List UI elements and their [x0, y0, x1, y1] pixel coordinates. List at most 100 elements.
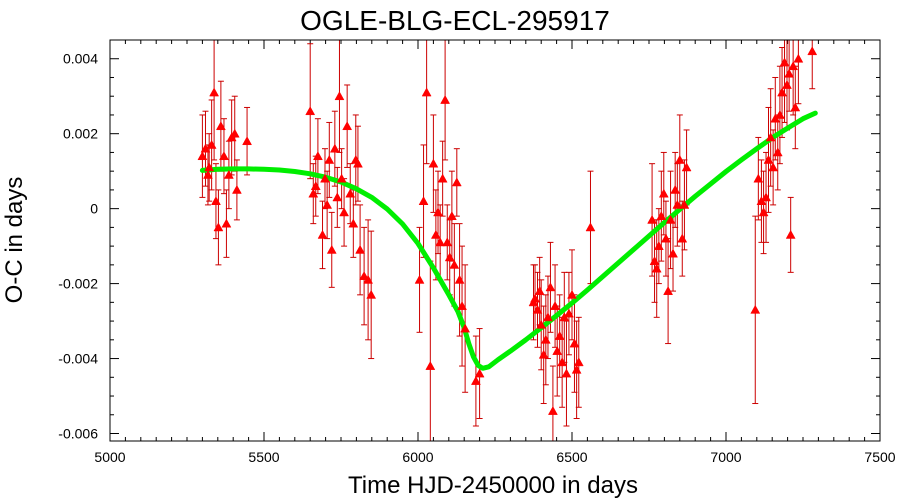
axis-tick-labels: 5000 5500 6000 6500 7000 7500 0.004 0.002 0 -0.00… [58, 51, 895, 465]
x-tick-label: 5500 [248, 449, 279, 465]
data-point [204, 162, 215, 172]
data-point [332, 192, 343, 202]
data-point [768, 162, 779, 172]
data-point [784, 68, 795, 78]
data-point [765, 132, 776, 142]
data-point [585, 222, 596, 232]
x-tick-label: 7000 [710, 449, 741, 465]
data-point [322, 199, 333, 209]
data-point [211, 196, 221, 205]
data-point [428, 158, 439, 168]
y-tick-label: 0 [90, 201, 98, 217]
data-point [449, 259, 460, 269]
data-point [457, 301, 467, 310]
data-point [414, 274, 425, 284]
y-axis-label: O-C in days [1, 177, 28, 304]
data-point [310, 181, 321, 191]
data-point [790, 102, 801, 112]
data-point [536, 319, 547, 329]
data-point [540, 334, 551, 344]
plot-frame [109, 39, 881, 442]
data-point [807, 46, 818, 56]
data-point [557, 357, 568, 367]
data-point [543, 312, 553, 322]
fit-curve-layer [199, 110, 818, 371]
data-point [421, 87, 432, 97]
data-point [221, 218, 232, 228]
data-point [530, 293, 540, 303]
data-point [674, 154, 685, 164]
data-point [679, 199, 690, 209]
fit-curve [199, 110, 818, 371]
data-point [329, 143, 340, 153]
data-point [668, 248, 678, 258]
data-point [561, 368, 572, 378]
data-point [223, 169, 234, 179]
data-point [656, 211, 667, 220]
data-point [779, 57, 790, 67]
data-point [451, 177, 462, 187]
data-point [215, 121, 226, 131]
data-point [305, 106, 316, 116]
data-point [339, 207, 350, 217]
data-point [750, 304, 761, 314]
y-tick-label: -0.002 [58, 276, 98, 292]
data-point [231, 184, 242, 194]
data-point [440, 94, 451, 104]
data-point [777, 87, 787, 97]
data-point [334, 91, 345, 101]
data-point [363, 274, 374, 284]
data-point [758, 207, 769, 217]
data-point [355, 244, 366, 254]
data-point [665, 214, 676, 224]
data-point [348, 218, 359, 228]
x-axis-label: Time HJD-2450000 in days [348, 472, 638, 499]
data-point [672, 199, 683, 209]
x-tick-label: 6500 [556, 449, 587, 465]
data-point [761, 192, 771, 202]
data-point [336, 173, 347, 183]
data-point [317, 229, 328, 239]
data-point [308, 188, 319, 198]
data-point [774, 109, 785, 119]
data-point [782, 79, 792, 89]
data-point [470, 376, 481, 385]
data-point [229, 128, 240, 138]
data-point [209, 87, 220, 97]
data-point [554, 331, 565, 340]
data-point [219, 151, 229, 161]
data-point [661, 233, 671, 243]
data-point [538, 349, 549, 359]
data-point [753, 173, 764, 183]
data-point [213, 222, 224, 232]
data-point [550, 301, 560, 310]
data-point [793, 53, 804, 63]
data-point [454, 274, 465, 284]
y-tick-label: 0.002 [63, 126, 98, 142]
data-point [569, 338, 580, 348]
data-point [788, 61, 799, 71]
data-point [532, 304, 543, 314]
data-point [571, 364, 582, 374]
data-point [342, 121, 353, 131]
data-point [366, 289, 377, 299]
data-point [658, 188, 669, 198]
data-point [474, 368, 485, 378]
data-point [552, 346, 563, 355]
y-tick-label: -0.006 [58, 426, 98, 442]
x-tick-label: 7500 [864, 449, 895, 465]
data-point [647, 214, 658, 224]
data-point [563, 308, 574, 318]
data-point [573, 357, 584, 367]
data-point [326, 244, 337, 254]
data-point [197, 151, 208, 161]
chart-title: OGLE-BLG-ECL-295917 [300, 5, 610, 36]
y-tick-label: -0.004 [58, 351, 98, 367]
data-points-layer [197, 46, 818, 415]
data-point [433, 207, 443, 217]
data-point [312, 151, 323, 161]
data-point [437, 173, 448, 183]
data-point [534, 286, 545, 295]
data-point [545, 282, 556, 292]
